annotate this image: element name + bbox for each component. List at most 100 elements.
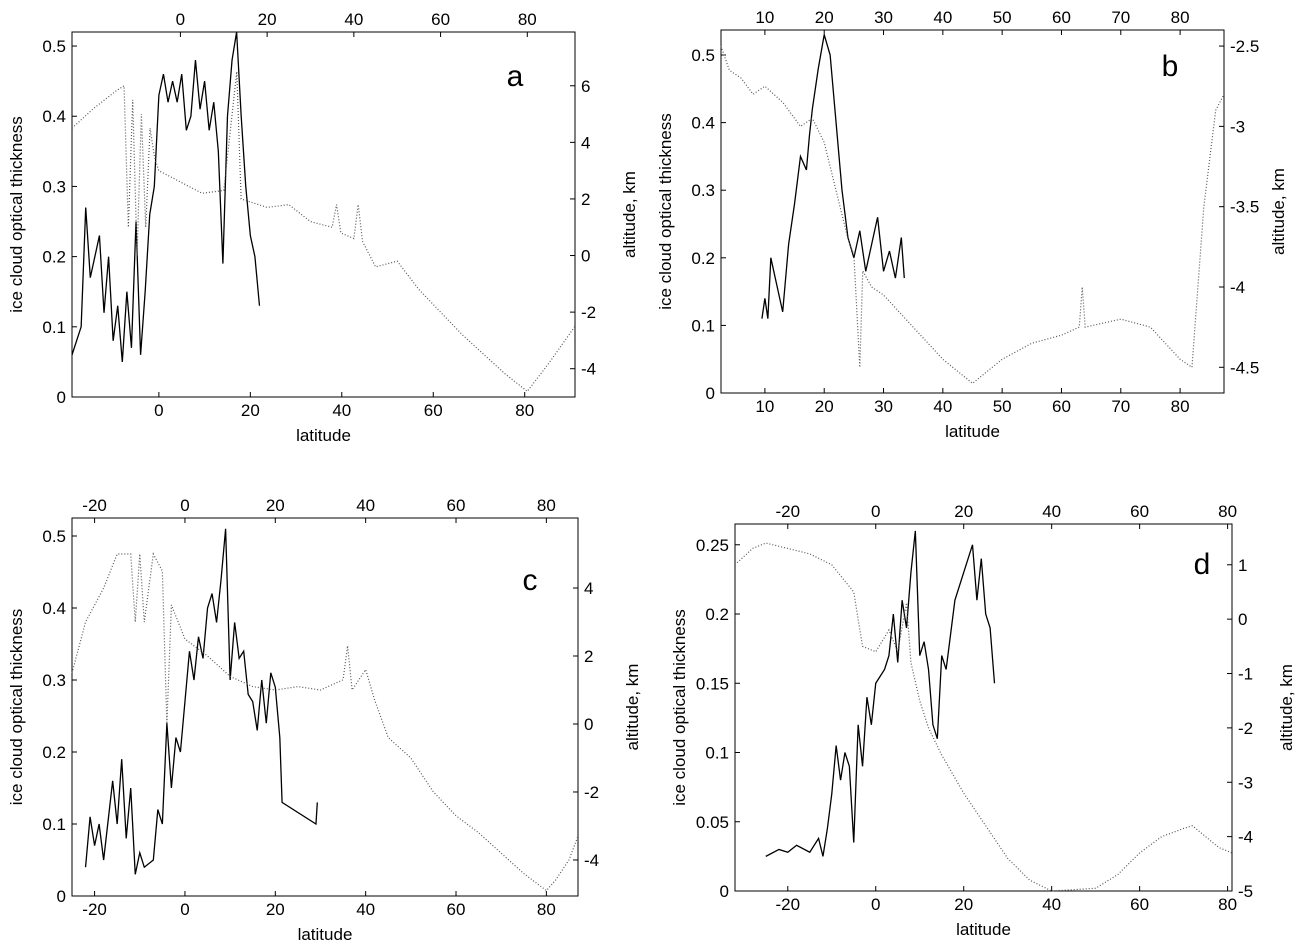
x2-tick-label: 40 [356,496,375,515]
x2-tick-label: -20 [775,502,800,521]
x-tick-label: 20 [266,900,285,919]
y-tick-label: 0.2 [42,743,66,762]
y-tick-label: 0.4 [691,114,715,133]
y2-tick-label: 0 [1238,610,1247,629]
x2-tick-label: 60 [447,496,466,515]
y2-tick-label: 0 [581,247,590,266]
thickness-line [84,528,318,875]
x2-tick-label: 50 [993,8,1012,27]
y-tick-label: 0 [57,887,66,906]
x-tick-label: 80 [537,900,556,919]
x-tick-label: 10 [755,397,774,416]
altitude-line [71,71,576,393]
y-axis-label: ice cloud optical thickness [7,609,26,806]
x2-tick-label: 60 [1130,502,1149,521]
y-tick-label: 0 [57,388,66,407]
y-tick-label: 0.25 [696,536,729,555]
y2-tick-label: -2 [584,783,599,802]
y-axis-label: ice cloud optical thickness [7,116,26,313]
x-tick-label: 40 [356,900,375,919]
y2-tick-label: 6 [581,77,590,96]
panel-label: a [507,60,524,93]
y2-tick-label: 2 [581,190,590,209]
x-tick-label: 30 [874,397,893,416]
x-tick-label: -20 [775,895,800,914]
x2-tick-label: 0 [180,496,189,515]
x2-tick-label: 80 [1171,8,1190,27]
x-tick-label: 80 [1218,895,1237,914]
y-tick-label: 0.1 [42,815,66,834]
y-tick-label: 0.2 [691,249,715,268]
altitude-line [734,542,1233,892]
x-tick-label: 20 [241,401,260,420]
y-tick-label: 0 [720,882,729,901]
y-tick-label: 0.2 [42,248,66,267]
x-axis-label: latitude [298,925,353,944]
y-tick-label: 0.5 [42,527,66,546]
plot-frame [71,31,576,398]
x2-tick-label: 20 [258,10,277,29]
y2-tick-label: -4.5 [1230,358,1259,377]
y2-axis-label: altitude, km [620,171,639,258]
y2-tick-label: 4 [584,579,593,598]
x2-tick-label: 70 [1111,8,1130,27]
y2-tick-label: -4 [1238,828,1253,847]
x2-tick-label: 60 [431,10,450,29]
x2-tick-label: 40 [933,8,952,27]
x-tick-label: 0 [871,895,880,914]
x-axis-label: latitude [945,422,1000,441]
y2-tick-label: -2 [1238,719,1253,738]
altitude-line [71,552,579,892]
plot-frame [720,29,1225,394]
x-tick-label: 60 [1052,397,1071,416]
panel-label: c [523,564,538,597]
x-tick-label: 50 [993,397,1012,416]
plot-frame [734,523,1233,892]
x2-tick-label: 10 [755,8,774,27]
x-tick-label: 40 [332,401,351,420]
x-tick-label: 80 [515,401,534,420]
x2-tick-label: 20 [815,8,834,27]
x-tick-label: 20 [954,895,973,914]
y2-tick-label: 4 [581,133,590,152]
y-tick-label: 0.4 [42,107,66,126]
x2-tick-label: 40 [344,10,363,29]
y2-tick-label: -3 [1238,773,1253,792]
x-tick-label: 80 [1171,397,1190,416]
y-tick-label: 0.4 [42,599,66,618]
panel-label: b [1162,50,1179,83]
y-tick-label: 0.3 [42,671,66,690]
altitude-line [720,45,1225,385]
thickness-line [761,34,905,319]
y-tick-label: 0.1 [42,318,66,337]
y-tick-label: 0.3 [691,181,715,200]
y2-axis-label: altitude, km [623,664,642,751]
y2-tick-label: -2 [581,303,596,322]
x-tick-label: 0 [154,401,163,420]
x2-tick-label: 60 [1052,8,1071,27]
y2-axis-label: altitude, km [1269,168,1288,255]
x-tick-label: -20 [82,900,107,919]
x-tick-label: 60 [424,401,443,420]
y2-tick-label: -1 [1238,665,1253,684]
x2-tick-label: 40 [1042,502,1061,521]
x-axis-label: latitude [296,426,351,445]
x-tick-label: 40 [933,397,952,416]
y2-tick-label: 2 [584,647,593,666]
x2-tick-label: 80 [1218,502,1237,521]
y-tick-label: 0 [706,384,715,403]
y2-tick-label: -3 [1230,117,1245,136]
thickness-line [765,530,996,857]
y-tick-label: 0.3 [42,177,66,196]
x2-tick-label: 20 [266,496,285,515]
panel-label: d [1194,548,1211,581]
x2-tick-label: 0 [871,502,880,521]
x-tick-label: 60 [1130,895,1149,914]
y-tick-label: 0.1 [691,316,715,335]
y2-tick-label: -3.5 [1230,198,1259,217]
y-tick-label: 0.05 [696,813,729,832]
y2-tick-label: 0 [584,715,593,734]
x2-tick-label: -20 [82,496,107,515]
y2-tick-label: 1 [1238,556,1247,575]
